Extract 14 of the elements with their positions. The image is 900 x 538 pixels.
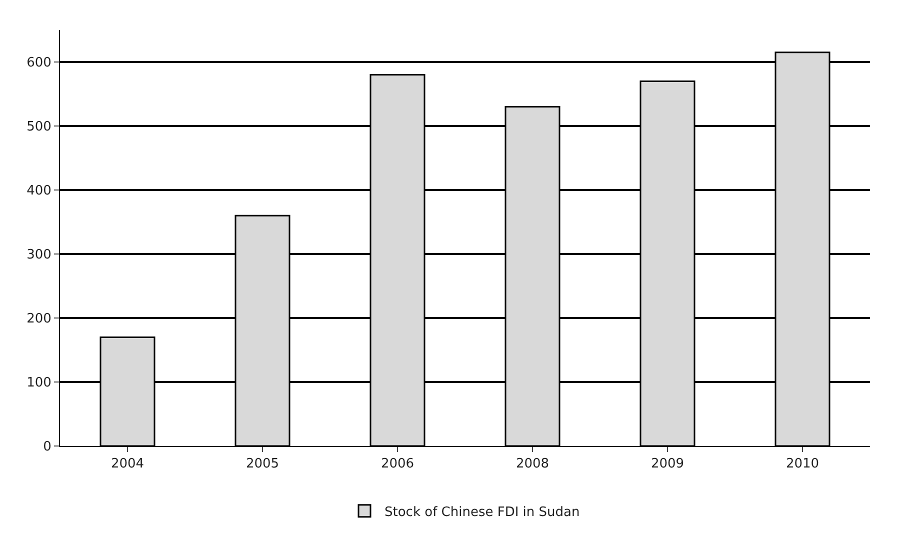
legend-label: Stock of Chinese FDI in Sudan (384, 504, 580, 520)
x-tick-label: 2005 (246, 456, 280, 472)
y-tick-label: 400 (26, 184, 52, 199)
y-tick-label: 300 (26, 248, 52, 263)
y-tick-label: 600 (26, 56, 52, 71)
y-tick-label: 200 (26, 312, 52, 327)
y-tick-label: 500 (26, 120, 52, 135)
y-tick-label: 100 (26, 376, 52, 391)
x-tick-label: 2006 (380, 456, 414, 472)
x-tick-label: 2008 (516, 456, 550, 472)
x-tick-label: 2010 (786, 456, 820, 472)
x-tick-label: 2004 (110, 456, 144, 472)
x-tick-label: 2009 (650, 456, 684, 472)
y-tick-label: 0 (43, 440, 52, 455)
